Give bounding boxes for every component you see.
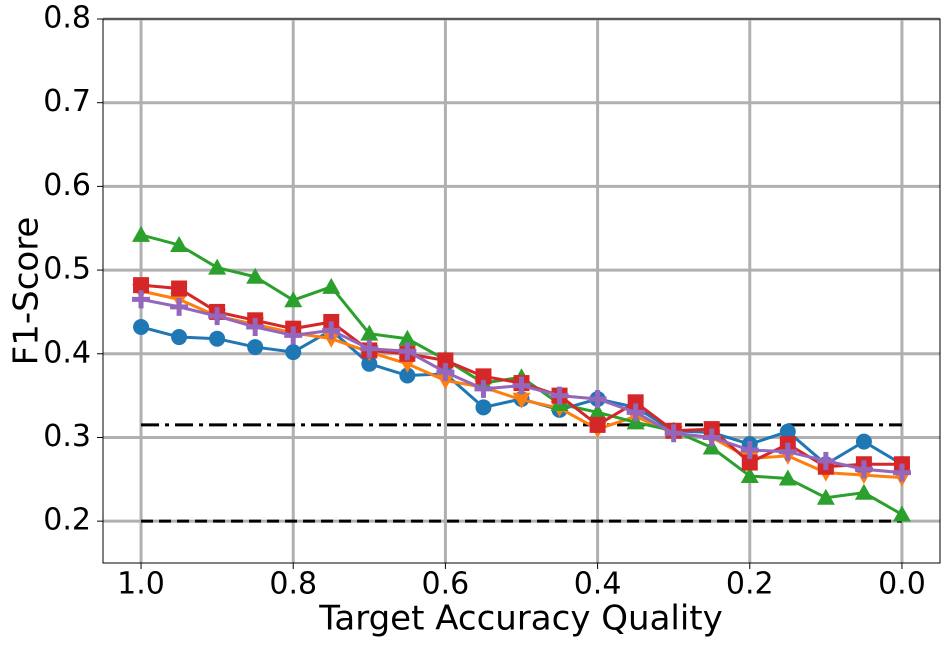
marker (360, 339, 379, 358)
marker (247, 339, 264, 356)
marker (322, 331, 341, 348)
marker (740, 441, 759, 460)
marker (626, 403, 645, 422)
marker (133, 318, 150, 335)
marker (171, 329, 188, 346)
marker (702, 428, 721, 447)
marker (550, 386, 569, 405)
marker (474, 379, 493, 398)
y-tick-label: 0.3 (43, 419, 91, 454)
marker (854, 460, 873, 479)
marker (360, 324, 379, 341)
marker (246, 317, 265, 336)
marker (778, 442, 797, 461)
marker (132, 290, 151, 309)
marker (512, 376, 531, 395)
marker (664, 424, 683, 443)
x-tick-label: 1.0 (117, 567, 165, 602)
marker (475, 399, 492, 416)
marker (398, 342, 417, 361)
marker (588, 389, 607, 408)
y-tick-label: 0.5 (43, 252, 91, 287)
marker (208, 258, 227, 275)
x-tick-label: 0.2 (726, 567, 774, 602)
marker (589, 416, 606, 433)
marker (209, 330, 226, 347)
marker (133, 277, 150, 294)
marker (361, 355, 378, 372)
marker (588, 403, 607, 420)
marker (170, 297, 189, 316)
y-axis-label: F1-Score (7, 217, 47, 366)
plot-frame (102, 18, 941, 564)
marker (322, 277, 341, 294)
marker (740, 466, 759, 483)
marker (171, 280, 188, 297)
marker (741, 454, 758, 471)
marker (779, 423, 796, 440)
marker (170, 235, 189, 252)
marker (399, 367, 416, 384)
y-tick-label: 0.7 (43, 84, 91, 119)
marker (816, 488, 835, 505)
y-tick-label: 0.4 (43, 335, 91, 370)
x-tick-label: 0.4 (574, 567, 622, 602)
marker (398, 329, 417, 346)
marker (854, 483, 873, 500)
marker (285, 344, 302, 361)
marker (627, 394, 644, 411)
marker (437, 352, 454, 369)
marker (208, 307, 227, 326)
marker (855, 433, 872, 450)
marker (626, 413, 645, 430)
marker (322, 321, 341, 340)
y-tick-label: 0.6 (43, 168, 91, 203)
marker (816, 451, 835, 470)
x-axis-label: Target Accuracy Quality (318, 599, 723, 639)
marker (702, 438, 721, 455)
marker (436, 373, 455, 390)
marker (132, 225, 151, 242)
x-tick-label: 0.8 (269, 567, 317, 602)
marker (778, 469, 797, 486)
marker (512, 392, 531, 409)
marker (284, 326, 303, 345)
y-tick-label: 0.2 (43, 503, 91, 538)
x-tick-label: 0.0 (878, 567, 926, 602)
marker (284, 291, 303, 308)
marker (892, 463, 911, 482)
marker (436, 363, 455, 382)
x-tick-label: 0.6 (422, 567, 470, 602)
marker (475, 368, 492, 385)
marker (892, 505, 911, 522)
y-tick-label: 0.8 (43, 1, 91, 36)
marker (246, 267, 265, 284)
